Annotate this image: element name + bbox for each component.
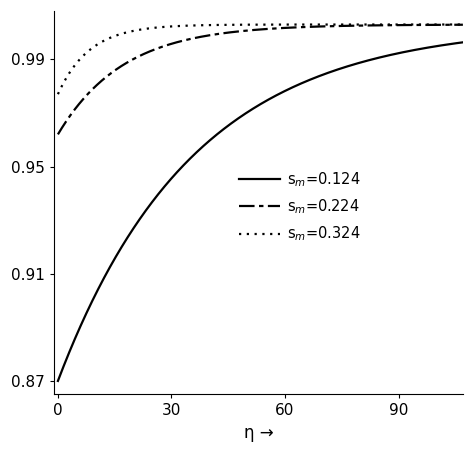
s$_m$=0.224 [374, 23, 380, 28]
Legend: s$_m$=0.124, s$_m$=0.224, s$_m$=0.324: s$_m$=0.124, s$_m$=0.224, s$_m$=0.324 [233, 164, 366, 249]
s$_m$=0.224 [76, 102, 82, 107]
s$_m$=0.124 [448, 41, 454, 47]
s$_m$=0.224 [460, 22, 466, 28]
Line: s$_m$=0.224: s$_m$=0.224 [58, 25, 463, 135]
X-axis label: η →: η → [244, 424, 273, 442]
Line: s$_m$=0.124: s$_m$=0.124 [58, 42, 463, 381]
s$_m$=0.124 [55, 378, 61, 384]
s$_m$=0.124 [241, 112, 247, 117]
s$_m$=0.324 [460, 22, 466, 27]
s$_m$=0.124 [448, 41, 454, 47]
s$_m$=0.124 [460, 39, 466, 45]
s$_m$=0.224 [252, 27, 258, 33]
s$_m$=0.324 [76, 58, 82, 63]
s$_m$=0.324 [252, 22, 258, 27]
s$_m$=0.324 [55, 92, 61, 97]
s$_m$=0.324 [448, 22, 454, 27]
s$_m$=0.224 [448, 22, 454, 28]
Line: s$_m$=0.324: s$_m$=0.324 [58, 24, 463, 94]
s$_m$=0.124 [374, 55, 380, 61]
s$_m$=0.324 [374, 22, 380, 27]
s$_m$=0.324 [241, 22, 247, 28]
s$_m$=0.124 [252, 105, 258, 110]
s$_m$=0.224 [55, 132, 61, 137]
s$_m$=0.124 [76, 328, 82, 333]
s$_m$=0.224 [448, 22, 454, 28]
s$_m$=0.324 [448, 22, 454, 27]
s$_m$=0.224 [241, 28, 247, 34]
